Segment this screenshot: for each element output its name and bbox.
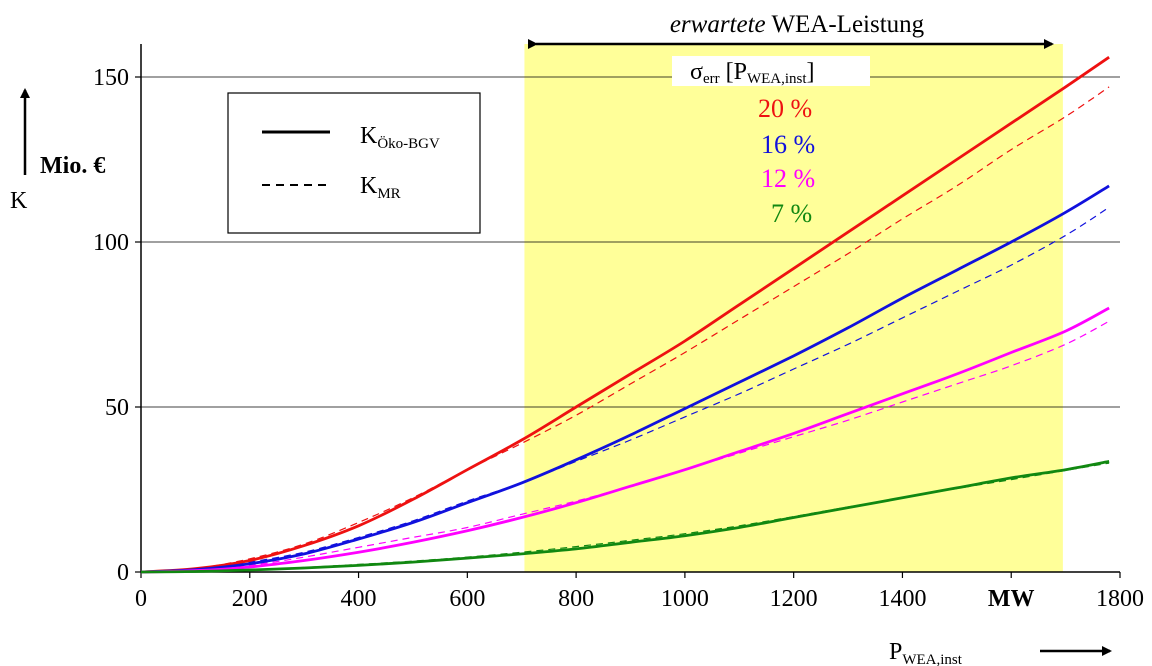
x-tick-label: 0 [135,586,147,612]
x-ticks: 0 200 400 600 800 1000 1200 1400 MW 1800 [135,572,1144,612]
x-tick-label: 600 [449,586,485,612]
sigma-label: σerr [PWEA,inst] [690,59,815,87]
x-tick-label: 800 [558,586,594,612]
legend-solid-label: KÖko-BGV [360,123,440,152]
y-ticks: 0 50 100 150 [93,65,141,586]
sigma-level-12: 12 % [761,164,815,193]
y-axis-symbol-label: K [10,188,28,214]
series-group [140,56,1110,574]
x-tick-label: MW [988,586,1035,612]
series-16-solid [140,184,1110,574]
x-tick-label: 400 [341,586,377,612]
x-tick-label: 1000 [661,586,709,612]
series-12-solid [140,306,1110,574]
y-tick-label: 150 [93,65,129,91]
y-tick-label: 50 [105,395,129,421]
x-tick-label: 1200 [770,586,818,612]
y-axis-unit-label: Mio. € [40,153,105,179]
expected-range-label: erwartete WEA-Leistung [670,11,925,38]
y-tick-label: 0 [117,560,129,586]
x-tick-label: 200 [232,586,268,612]
legend: KÖko-BGV KMR [227,92,481,234]
grid-lines [141,76,1120,408]
sigma-level-20: 20 % [758,94,812,123]
legend-box [227,92,481,234]
x-tick-label: 1800 [1096,586,1144,612]
series-20-dashed [140,86,1110,573]
series-20-solid [140,56,1110,574]
series-7-solid [140,460,1110,574]
y-tick-label: 100 [93,230,129,256]
x-tick-label: 1400 [878,586,926,612]
sigma-label-bg [672,56,870,86]
sigma-level-16: 16 % [761,130,815,159]
series-16-dashed [140,206,1110,573]
sigma-level-7: 7 % [771,199,812,228]
x-axis-label: PWEA,inst [889,639,963,666]
legend-dashed-label: KMR [360,173,401,202]
